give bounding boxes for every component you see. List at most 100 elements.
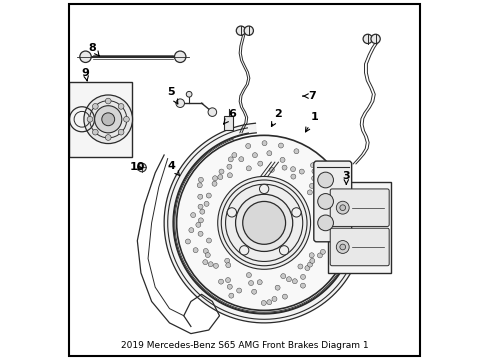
Circle shape xyxy=(322,191,327,196)
Circle shape xyxy=(271,297,276,301)
Circle shape xyxy=(319,187,324,192)
Circle shape xyxy=(176,99,184,108)
Text: 4: 4 xyxy=(167,161,179,176)
Circle shape xyxy=(336,240,348,253)
Circle shape xyxy=(331,198,336,203)
Circle shape xyxy=(262,141,266,146)
Text: 8: 8 xyxy=(89,43,99,56)
Circle shape xyxy=(217,176,310,269)
Circle shape xyxy=(212,181,217,186)
Circle shape xyxy=(305,266,309,271)
Circle shape xyxy=(238,157,244,162)
Circle shape xyxy=(203,201,208,206)
Circle shape xyxy=(336,190,341,195)
Circle shape xyxy=(286,277,291,282)
Circle shape xyxy=(316,215,321,220)
Circle shape xyxy=(92,104,98,109)
Circle shape xyxy=(306,190,312,195)
Circle shape xyxy=(332,244,338,249)
Circle shape xyxy=(198,177,203,182)
Circle shape xyxy=(308,253,314,258)
Text: 2019 Mercedes-Benz S65 AMG Front Brakes Diagram 1: 2019 Mercedes-Benz S65 AMG Front Brakes … xyxy=(121,341,367,350)
Circle shape xyxy=(282,165,286,170)
Circle shape xyxy=(278,143,283,148)
Circle shape xyxy=(309,258,314,264)
Circle shape xyxy=(290,174,295,179)
Circle shape xyxy=(225,278,230,283)
Circle shape xyxy=(231,153,236,158)
FancyBboxPatch shape xyxy=(329,189,388,226)
Circle shape xyxy=(257,280,262,285)
Circle shape xyxy=(317,172,333,188)
Circle shape xyxy=(266,300,271,305)
Circle shape xyxy=(228,157,233,162)
Circle shape xyxy=(226,164,231,169)
Circle shape xyxy=(282,294,287,299)
Circle shape xyxy=(176,135,351,310)
Circle shape xyxy=(297,264,302,269)
Circle shape xyxy=(251,289,256,294)
Circle shape xyxy=(291,208,301,217)
Circle shape xyxy=(193,248,198,253)
Circle shape xyxy=(102,113,114,126)
Circle shape xyxy=(235,194,292,251)
Circle shape xyxy=(300,283,305,288)
Circle shape xyxy=(190,212,195,217)
Text: 10: 10 xyxy=(129,162,145,172)
Circle shape xyxy=(80,51,91,63)
Circle shape xyxy=(330,249,335,254)
Circle shape xyxy=(87,116,93,122)
Circle shape xyxy=(280,157,285,162)
Circle shape xyxy=(118,104,123,109)
Circle shape xyxy=(370,34,380,44)
Circle shape xyxy=(246,166,251,171)
Circle shape xyxy=(325,205,329,210)
Circle shape xyxy=(198,218,203,223)
Circle shape xyxy=(363,34,372,44)
Circle shape xyxy=(275,285,280,290)
Circle shape xyxy=(123,116,129,122)
Circle shape xyxy=(339,205,345,211)
Circle shape xyxy=(339,244,345,250)
Polygon shape xyxy=(164,123,363,323)
Circle shape xyxy=(224,258,229,263)
Text: 3: 3 xyxy=(342,171,349,184)
Circle shape xyxy=(326,232,331,237)
FancyBboxPatch shape xyxy=(329,228,388,266)
Circle shape xyxy=(326,237,331,242)
Circle shape xyxy=(95,106,122,133)
Circle shape xyxy=(217,175,223,180)
Circle shape xyxy=(218,279,223,284)
Circle shape xyxy=(336,201,348,214)
Circle shape xyxy=(227,173,232,178)
Circle shape xyxy=(333,218,338,223)
Circle shape xyxy=(300,274,305,279)
Circle shape xyxy=(290,167,295,172)
Circle shape xyxy=(242,202,285,244)
Circle shape xyxy=(228,293,233,298)
Circle shape xyxy=(310,163,315,168)
Circle shape xyxy=(292,279,297,284)
Circle shape xyxy=(185,239,190,244)
Circle shape xyxy=(307,262,312,267)
Circle shape xyxy=(203,260,207,265)
Circle shape xyxy=(245,144,250,148)
Circle shape xyxy=(105,135,111,140)
Circle shape xyxy=(311,176,316,181)
Circle shape xyxy=(196,222,201,228)
Text: 5: 5 xyxy=(167,87,178,104)
Circle shape xyxy=(311,169,316,174)
Text: 6: 6 xyxy=(223,109,235,124)
Circle shape xyxy=(252,153,257,158)
FancyBboxPatch shape xyxy=(313,161,351,242)
Circle shape xyxy=(227,284,232,289)
Circle shape xyxy=(92,129,98,135)
Text: 7: 7 xyxy=(302,91,316,101)
Circle shape xyxy=(203,248,208,253)
Circle shape xyxy=(118,129,123,135)
Circle shape xyxy=(261,301,266,306)
Circle shape xyxy=(339,224,344,229)
Circle shape xyxy=(213,264,218,268)
Circle shape xyxy=(259,184,268,194)
Circle shape xyxy=(317,215,333,231)
